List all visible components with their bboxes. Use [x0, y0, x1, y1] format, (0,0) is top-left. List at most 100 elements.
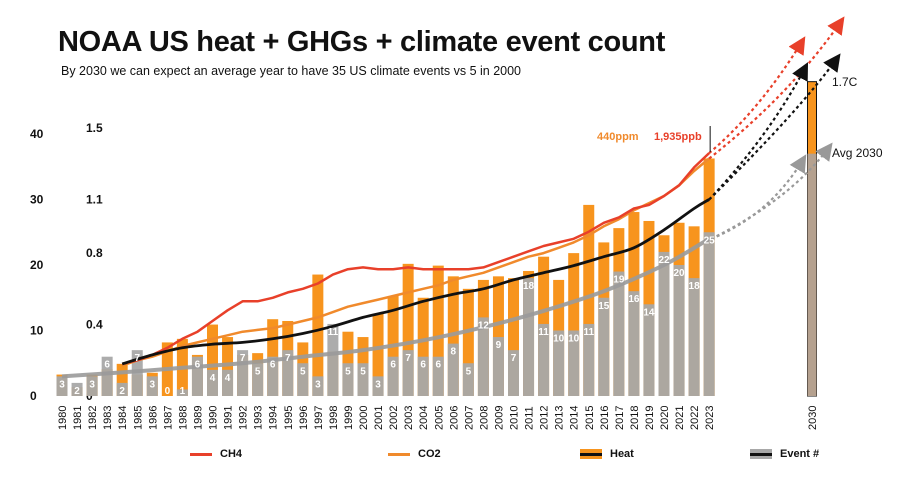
- legend-heat: Heat: [580, 444, 634, 464]
- heat-projection-arrow: [708, 62, 809, 201]
- event-count-label: 9: [496, 340, 502, 351]
- event-bar: [146, 376, 158, 396]
- x-axis-tick-label: 2002: [388, 406, 400, 430]
- event-bar: [297, 363, 309, 396]
- event-count-label: 18: [689, 281, 701, 292]
- event-count-label: 3: [375, 379, 381, 390]
- event-bar: [417, 356, 429, 396]
- event-count-label: 16: [628, 294, 640, 305]
- x-axis-tick-label: 1989: [192, 406, 204, 430]
- event-count-label: 6: [104, 360, 110, 371]
- heat-bar: [568, 253, 580, 396]
- heat-bar: [583, 204, 595, 396]
- event-bar: [327, 323, 339, 396]
- heat-bar: [402, 263, 414, 396]
- event-count-label: 7: [511, 353, 517, 364]
- heat-bar: [116, 363, 128, 396]
- legend-ch4: CH4: [190, 444, 242, 464]
- right-axis-tick-label: 1.5: [86, 121, 103, 135]
- x-axis-tick-label: 1999: [343, 406, 355, 430]
- x-axis-tick-label: 1980: [57, 406, 69, 430]
- x-axis-tick-label: 2020: [659, 406, 671, 430]
- event-count-label: 11: [328, 327, 339, 338]
- event-count-label: 1: [180, 386, 186, 397]
- projection-2030-event-bar: [807, 153, 817, 396]
- heat-projection-arrow-2: [708, 53, 841, 201]
- event-count-label: 6: [390, 360, 396, 371]
- legend-ch4-swatch: [190, 452, 212, 456]
- event-bar: [583, 323, 595, 396]
- left-axis-tick-label: 40: [30, 127, 44, 141]
- event-count-label: 22: [658, 255, 670, 266]
- event-count-label: 6: [270, 360, 276, 371]
- left-axis-tick-label: 10: [30, 324, 44, 338]
- event-bar: [312, 376, 324, 396]
- x-axis-tick-label: 2004: [418, 406, 430, 430]
- event-count-label: 7: [134, 353, 140, 364]
- event-bar: [643, 304, 655, 396]
- x-axis-tick-label: 2001: [373, 406, 385, 430]
- event-bar: [237, 350, 249, 396]
- event-bar: [176, 389, 188, 396]
- x-axis-tick-label: 2007: [463, 406, 475, 430]
- heat-bar: [312, 274, 324, 396]
- event-bar: [477, 317, 489, 396]
- event-count-label: 8: [451, 347, 457, 358]
- heat-bar: [492, 276, 504, 396]
- chart-svg: 01020304000.40.81.11.5 32362730164475675…: [30, 16, 845, 430]
- event-count-label: 6: [195, 360, 201, 371]
- right-axis-tick-label: 0.8: [86, 246, 103, 260]
- event-count-label: 25: [704, 235, 716, 246]
- event-bar: [387, 356, 399, 396]
- x-axis-tick-label: 1994: [268, 406, 280, 430]
- x-axis-tick-label: 1981: [72, 406, 84, 430]
- event-count-label: 6: [435, 360, 441, 371]
- x-axis-tick-label: 2005: [433, 406, 445, 430]
- x-axis-tick-label: 2022: [689, 406, 701, 430]
- event-count-label: 7: [405, 353, 411, 364]
- event-projection-arrow-2: [710, 142, 833, 240]
- x-axis-tick-label: 2012: [539, 406, 551, 430]
- x-axis-tick-label: 1991: [223, 406, 235, 430]
- x-axis-tick-label: 1984: [117, 406, 129, 430]
- x-axis-tick-label: 2017: [614, 406, 626, 430]
- co2-projection-arrow: [708, 16, 845, 160]
- event-bar: [628, 291, 640, 396]
- event-count-label: 4: [225, 373, 231, 384]
- left-axis-tick-label: 20: [30, 258, 44, 272]
- event-bar: [342, 363, 354, 396]
- event-count-label: 6: [420, 360, 426, 371]
- x-axis-tick-label: 1983: [102, 406, 114, 430]
- event-bar: [86, 376, 98, 396]
- event-bar: [222, 369, 234, 396]
- event-bar: [357, 363, 369, 396]
- x-axis-tick-label: 2014: [569, 406, 581, 430]
- chart-subtitle: By 2030 we can expect an average year to…: [61, 64, 521, 78]
- event-bar: [267, 356, 279, 396]
- x-axis-tick-label: 2018: [629, 406, 641, 430]
- x-axis-tick-label: 2019: [644, 406, 656, 430]
- event-count-label: 2: [74, 386, 80, 397]
- x-axis-tick-label: 2006: [448, 406, 460, 430]
- legend-events-swatch: [750, 449, 772, 459]
- ch4-line: [121, 152, 710, 366]
- x-axis-tick-label: 1998: [328, 406, 340, 430]
- legend-co2: CO2: [388, 444, 441, 464]
- event-bar: [56, 376, 68, 396]
- event-count-label: 20: [673, 268, 685, 279]
- event-count-label: 5: [255, 366, 261, 377]
- x-axis-tick-label: 2023: [704, 406, 716, 430]
- x-axis-tick-label: 1996: [298, 406, 310, 430]
- heat-bar: [417, 297, 429, 396]
- event-count-label: 5: [360, 366, 366, 377]
- event-count-label: 0: [165, 386, 171, 397]
- event-bar: [252, 363, 264, 396]
- event-bar: [372, 376, 384, 396]
- event-count-label: 12: [478, 320, 490, 331]
- event-count-label: 5: [466, 366, 472, 377]
- x-axis-tick-label: 1992: [238, 406, 250, 430]
- event-bar: [673, 265, 685, 396]
- chart-title: NOAA US heat + GHGs + climate event coun…: [58, 26, 666, 58]
- heat-bar: [462, 288, 474, 396]
- x-axis-tick-label: 1990: [208, 406, 220, 430]
